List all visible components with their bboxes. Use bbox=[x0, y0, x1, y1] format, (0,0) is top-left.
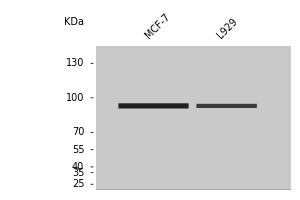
Text: 70: 70 bbox=[72, 127, 84, 137]
Text: KDa: KDa bbox=[64, 17, 84, 27]
Text: 25: 25 bbox=[72, 179, 84, 189]
Text: 35: 35 bbox=[72, 168, 84, 178]
FancyBboxPatch shape bbox=[118, 103, 189, 109]
Text: 55: 55 bbox=[72, 145, 84, 155]
Text: 130: 130 bbox=[66, 58, 84, 68]
FancyBboxPatch shape bbox=[196, 104, 257, 108]
Text: L929: L929 bbox=[216, 16, 240, 40]
Text: MCF-7: MCF-7 bbox=[143, 12, 172, 40]
Text: 40: 40 bbox=[72, 162, 84, 172]
Text: 100: 100 bbox=[66, 93, 84, 103]
